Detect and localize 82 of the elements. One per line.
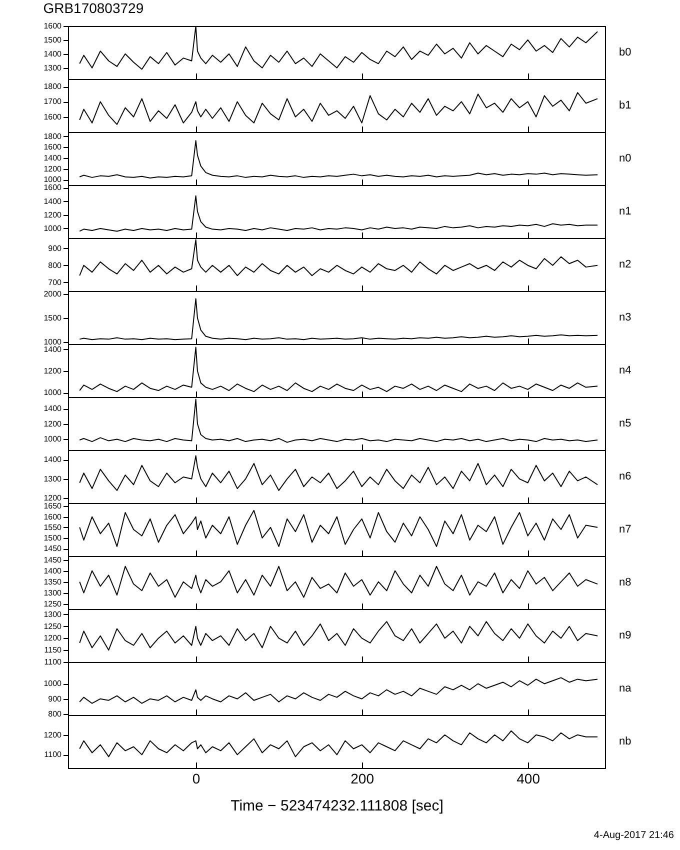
- y-tick-label: 1600: [44, 142, 62, 152]
- text: n3: [619, 312, 632, 324]
- y-tick-label: 1800: [44, 132, 62, 141]
- y-tick-label: 1100: [44, 750, 62, 760]
- text: n0: [619, 152, 632, 164]
- y-tick-label: 1500: [44, 35, 62, 44]
- y-tick-label: 700: [48, 278, 62, 287]
- y-tick-label: 1250: [44, 599, 62, 608]
- y-tick-label: 1200: [44, 164, 62, 174]
- series-label: n9: [619, 630, 632, 642]
- y-tick-label: 1650: [44, 502, 62, 511]
- line-series: [79, 621, 598, 651]
- series-label: b1: [619, 100, 632, 112]
- y-tick-label: 1400: [44, 49, 62, 58]
- text: n5: [619, 418, 632, 430]
- x-tick-label: 200: [350, 770, 374, 786]
- y-tick-label: 1500: [44, 533, 62, 542]
- y-tick-label: 1600: [44, 512, 62, 522]
- line-series: [79, 455, 598, 491]
- y-tick-label: 1000: [44, 338, 62, 347]
- line-series: [79, 730, 598, 758]
- line-series: [79, 510, 598, 547]
- y-tick-label: 1400: [44, 344, 62, 354]
- y-tick-label: 900: [48, 244, 62, 253]
- y-tick-label: 1500: [44, 313, 62, 322]
- y-tick-label: 1600: [44, 183, 62, 192]
- series-label: n2: [619, 258, 632, 270]
- y-tick-label: 1000: [44, 388, 62, 398]
- y-tick-label: 1450: [44, 544, 62, 554]
- y-tick-label: 1200: [44, 210, 62, 220]
- y-tick-label: 1100: [44, 658, 62, 666]
- x-tick-label: 0: [192, 770, 200, 786]
- y-tick-label: 1200: [44, 366, 62, 376]
- y-tick-label: 1300: [44, 63, 62, 72]
- y-tick-label: 1700: [44, 97, 62, 106]
- x-tick-label: 400: [516, 770, 540, 786]
- y-tick-label: 1600: [44, 22, 62, 30]
- y-tick-label: 1000: [44, 434, 62, 444]
- y-tick-label: 800: [48, 260, 62, 270]
- line-series: [79, 566, 598, 598]
- text: n4: [619, 364, 632, 376]
- y-tick-label: 1200: [44, 419, 62, 428]
- y-tick-label: 1000: [44, 224, 62, 233]
- line-series: [79, 92, 598, 125]
- line-series: [79, 677, 598, 704]
- series-label: n6: [619, 470, 632, 482]
- y-tick-label: 900: [48, 694, 62, 704]
- series-label: n7: [619, 524, 632, 536]
- y-tick-label: 1400: [44, 566, 62, 576]
- text: n1: [619, 206, 632, 218]
- y-tick-label: 1200: [44, 634, 62, 643]
- y-tick-label: 1600: [44, 112, 62, 122]
- y-tick-label: 1350: [44, 577, 62, 586]
- y-tick-label: 1450: [44, 555, 62, 564]
- y-tick-label: 1200: [44, 730, 62, 740]
- y-tick-label: 1200: [44, 494, 62, 503]
- series-label: nb: [619, 736, 632, 748]
- y-tick-label: 1300: [44, 474, 62, 484]
- y-tick-label: 1300: [44, 610, 62, 619]
- y-tick-label: 800: [48, 709, 62, 718]
- y-tick-label: 2000: [44, 289, 62, 298]
- y-tick-label: 1400: [44, 153, 62, 162]
- chart-title: GRB170803729: [43, 0, 144, 16]
- text: 4-Aug-2017 21:46: [592, 830, 674, 842]
- y-tick-label: 1400: [44, 404, 62, 414]
- series-label: na: [619, 682, 632, 694]
- y-tick-label: 1400: [44, 196, 62, 206]
- line-series: [79, 346, 598, 392]
- y-tick-label: 1300: [44, 588, 62, 598]
- x-axis-title: Time − 523474232.111808 [sec]: [230, 798, 444, 814]
- line-series: [79, 195, 598, 232]
- text: b0: [619, 46, 632, 58]
- y-tick-label: 1250: [44, 622, 62, 631]
- line-series: [79, 140, 598, 178]
- y-tick-label: 1000: [44, 679, 62, 688]
- line-series: [79, 298, 598, 340]
- y-tick-label: 1800: [44, 82, 62, 92]
- y-tick-label: 1150: [44, 646, 62, 655]
- y-tick-label: 1550: [44, 522, 62, 532]
- y-tick-label: 1000: [44, 175, 62, 184]
- y-tick-label: 1400: [44, 455, 62, 464]
- series-label: n8: [619, 576, 632, 588]
